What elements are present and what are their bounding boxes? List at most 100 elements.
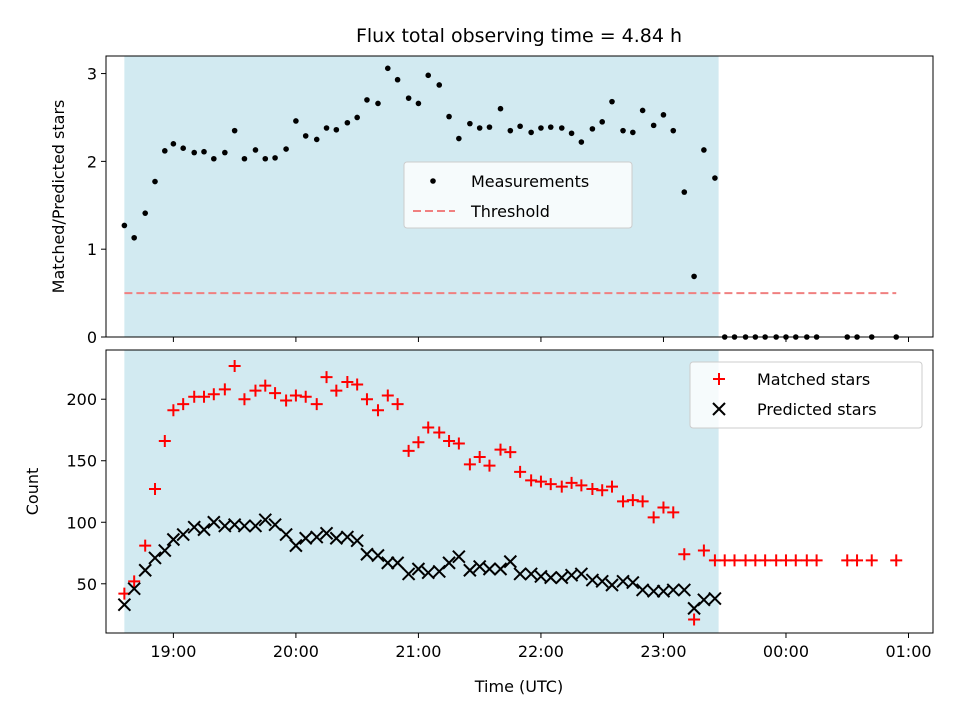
predicted-star-point	[176, 527, 190, 542]
predicted-star-point	[626, 575, 640, 590]
matched-star-point	[299, 390, 312, 403]
measurement-point	[375, 100, 381, 107]
x-tick-label: 23:00	[640, 642, 686, 661]
measurement-point	[486, 124, 493, 130]
matched-star-point	[596, 484, 609, 497]
bottom-chart: 19:00 20:00 21:00 22:00 23:00 00:00 01:00 50 100…	[23, 349, 934, 696]
measurement-point	[507, 127, 514, 134]
predicted-star-point	[310, 530, 324, 544]
measurement-point	[578, 139, 585, 145]
predicted-star-point	[595, 574, 609, 589]
measurement-point	[568, 130, 575, 137]
predicted-star-point	[555, 570, 569, 585]
matched-star-point	[626, 494, 639, 507]
predicted-star-point	[493, 562, 508, 576]
bottom-axes-frame	[105, 349, 934, 634]
predicted-star-point	[513, 567, 527, 581]
measurement-point	[517, 123, 523, 130]
measurement-point	[456, 135, 462, 142]
measurement-point	[681, 189, 688, 195]
measurement-point	[405, 95, 412, 101]
predicted-star-point	[524, 567, 538, 581]
matched-star-point	[617, 495, 630, 508]
measurement-point	[252, 147, 259, 153]
measurement-point	[222, 149, 228, 156]
matched-star-point	[759, 554, 772, 567]
top-axes-frame	[105, 55, 934, 338]
measurement-point	[152, 178, 158, 185]
predicted-star-point	[268, 518, 282, 532]
matched-star-point	[158, 435, 171, 448]
measurement-point	[313, 136, 320, 143]
predicted-star-point	[677, 583, 691, 597]
legend-box	[689, 361, 923, 429]
predicted-star-point	[666, 583, 680, 597]
matched-star-point	[890, 554, 903, 567]
matched-star-point	[433, 426, 446, 439]
measurement-point	[344, 119, 351, 126]
matched-star-point	[452, 437, 465, 450]
matched-star-point	[269, 387, 282, 400]
matched-star-point	[667, 506, 680, 519]
matched-star-point	[128, 575, 141, 588]
predicted-star-point	[340, 530, 355, 544]
measurement-point	[476, 125, 483, 131]
predicted-star-point	[421, 566, 435, 580]
measurement-point	[121, 222, 128, 229]
predicted-star-point	[503, 554, 518, 569]
predicted-star-point	[289, 538, 303, 553]
predicted-star-point	[158, 543, 172, 558]
y-axis-label-ratio: Matched/Predicted stars	[49, 100, 68, 294]
measurement-point	[599, 119, 605, 125]
y-tick-label: 100	[66, 513, 97, 532]
matched-star-point	[198, 390, 211, 403]
measurement-point	[394, 76, 401, 83]
matched-star-point	[514, 465, 527, 478]
predicted-star-point	[390, 556, 405, 570]
predicted-star-point	[544, 570, 558, 585]
measurement-point	[701, 147, 707, 153]
measurement-point	[589, 126, 596, 132]
matched-star-point	[789, 554, 802, 567]
measurement-point	[180, 145, 186, 152]
matched-star-point	[494, 443, 507, 456]
matched-star-point	[402, 444, 415, 457]
measurement-point	[497, 105, 504, 112]
measurement-point	[630, 129, 636, 136]
measurement-point	[691, 273, 697, 280]
measurement-point	[712, 175, 718, 181]
measurement-point	[547, 124, 554, 130]
predicted-star-point	[117, 597, 132, 612]
matched-star-point	[851, 554, 864, 567]
matched-star-point	[249, 384, 262, 397]
matched-star-point	[371, 404, 384, 417]
measurement-point	[670, 127, 677, 134]
measurement-point	[639, 107, 646, 114]
matched-star-point	[289, 389, 302, 402]
y-tick-label: 200	[66, 390, 97, 409]
x-tick-label: 19:00	[150, 642, 196, 661]
matched-star-point	[149, 483, 162, 496]
measurement-point	[384, 65, 391, 72]
matched-star-point	[463, 458, 476, 471]
predicted-star-point	[350, 534, 364, 548]
predicted-star-point	[381, 556, 395, 570]
x-tick-label: 21:00	[395, 642, 441, 661]
predicted-star-point	[127, 581, 141, 596]
y-axis-label-count: Count	[23, 468, 42, 516]
matched-star-point	[443, 435, 456, 448]
matched-star-point	[412, 436, 425, 449]
predicted-star-point	[605, 578, 619, 592]
x-tick-label: 22:00	[518, 642, 564, 661]
measurement-point	[201, 148, 207, 155]
predicted-star-point	[472, 559, 487, 574]
matched-star-point	[688, 613, 701, 626]
measurement-point	[425, 72, 432, 79]
top-plot-content	[121, 65, 900, 340]
measurement-point	[211, 155, 217, 162]
predicted-star-point	[148, 551, 162, 565]
predicted-star-point	[463, 563, 477, 577]
y-tick-label: 1	[87, 240, 97, 259]
x-axis-label: Time (UTC)	[474, 677, 563, 696]
predicted-star-point	[329, 531, 344, 545]
